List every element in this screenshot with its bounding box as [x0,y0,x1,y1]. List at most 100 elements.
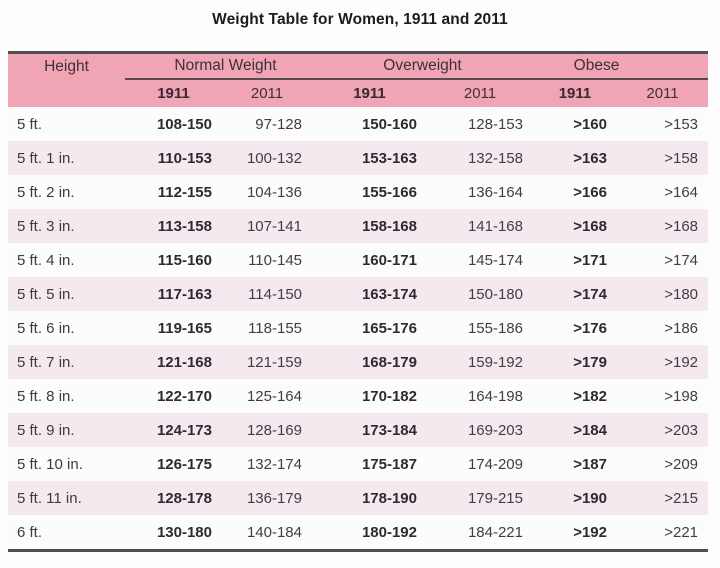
height-cell: 5 ft. 2 in. [17,183,75,201]
value-cell: >187 [573,455,607,473]
value-cell: 107-141 [246,217,302,235]
value-cell: 117-163 [157,285,212,303]
height-cell: 5 ft. 5 in. [17,285,75,303]
table-row: 5 ft. 3 in. 113-158 107-141 158-168 141-168 >… [8,209,709,243]
group-header-overweight: Overweight [312,52,533,80]
year-header-overweight-2011: 2011 [427,79,533,107]
value-cell: >174 [573,285,607,303]
height-cell: 5 ft. 6 in. [17,319,75,337]
value-cell: >179 [573,353,607,371]
value-cell: 115-160 [157,251,212,269]
page: Weight Table for Women, 1911 and 2011 He… [8,11,709,552]
table-row: 5 ft. 11 in. 128-178 136-179 178-190 179-215… [8,481,709,515]
value-cell: >166 [573,183,607,201]
height-cell: 5 ft. [17,115,43,133]
table-body: 5 ft. 108-150 97-128 150-160 128-153 >160 >153… [8,107,709,551]
year-header-normal-2011: 2011 [222,79,312,107]
table-row: 5 ft. 108-150 97-128 150-160 128-153 >160 >153 [8,107,709,141]
table-row: 5 ft. 4 in. 115-160 110-145 160-171 145-174 >… [8,243,709,277]
value-cell: >174 [664,251,699,269]
year-header-obese-1911: 1911 [533,79,617,107]
weight-table: Height Normal Weight Overweight Obese 19… [8,51,709,552]
value-cell: 130-180 [156,523,212,541]
value-cell: 159-192 [467,353,523,371]
value-cell: 169-203 [467,421,523,439]
value-cell: 128-178 [156,489,212,507]
year-header-obese-2011: 2011 [617,79,709,107]
value-cell: 164-198 [467,387,523,405]
height-cell: 5 ft. 7 in. [17,353,75,371]
height-cell: 5 ft. 10 in. [17,455,83,473]
value-cell: >186 [664,319,699,337]
value-cell: 153-163 [361,149,417,167]
value-cell: 145-174 [467,251,523,269]
value-cell: >171 [573,251,607,269]
value-cell: 170-182 [361,387,417,405]
value-cell: 136-179 [246,489,302,507]
value-cell: 126-175 [156,455,212,473]
value-cell: 158-168 [361,217,417,235]
value-cell: 163-174 [361,285,417,303]
year-header-row: 1911 2011 1911 2011 1911 2011 [8,79,709,107]
table-row: 5 ft. 1 in. 110-153 100-132 153-163 132-158 >… [8,141,709,175]
height-cell: 5 ft. 8 in. [17,387,75,405]
value-cell: 104-136 [246,183,302,201]
value-cell: >160 [573,115,607,133]
value-cell: 113-158 [157,217,212,235]
value-cell: >184 [573,421,607,439]
value-cell: >163 [573,149,607,167]
value-cell: 112-155 [157,183,212,201]
value-cell: 178-190 [361,489,417,507]
height-cell: 5 ft. 4 in. [17,251,75,269]
value-cell: 97-128 [255,115,302,133]
value-cell: >168 [573,217,607,235]
value-cell: 140-184 [246,523,302,541]
value-cell: 124-173 [156,421,212,439]
value-cell: >158 [664,149,699,167]
group-header-normal-weight: Normal Weight [125,52,312,80]
value-cell: >153 [664,115,699,133]
value-cell: >192 [664,353,699,371]
value-cell: 114-150 [248,285,302,303]
table-row: 5 ft. 2 in. 112-155 104-136 155-166 136-164 >… [8,175,709,209]
value-cell: 132-158 [467,149,523,167]
value-cell: >198 [664,387,699,405]
value-cell: 121-159 [246,353,302,371]
value-cell: 108-150 [156,115,212,133]
page-title: Weight Table for Women, 1911 and 2011 [212,11,508,28]
value-cell: 175-187 [361,455,417,473]
table-header: Height Normal Weight Overweight Obese 19… [8,52,709,107]
value-cell: 125-164 [246,387,302,405]
table-row: 5 ft. 7 in. 121-168 121-159 168-179 159-192 >… [8,345,709,379]
height-cell: 6 ft. [17,523,43,541]
table-row: 6 ft. 130-180 140-184 180-192 184-221 >192 >22… [8,515,709,551]
table-row: 5 ft. 9 in. 124-173 128-169 173-184 169-203 >… [8,413,709,447]
height-cell: 5 ft. 1 in. [17,149,75,167]
value-cell: 173-184 [361,421,417,439]
value-cell: 160-171 [361,251,417,269]
value-cell: >209 [664,455,699,473]
value-cell: 110-153 [157,149,212,167]
value-cell: 128-153 [467,115,523,133]
height-column-header: Height [8,52,125,107]
value-cell: 155-186 [467,319,523,337]
value-cell: >182 [573,387,607,405]
value-cell: 132-174 [246,455,302,473]
height-cell: 5 ft. 9 in. [17,421,75,439]
value-cell: >168 [664,217,699,235]
value-cell: >221 [664,523,699,541]
value-cell: 165-176 [361,319,417,337]
value-cell: >180 [664,285,699,303]
value-cell: 136-164 [467,183,523,201]
value-cell: 150-180 [467,285,523,303]
value-cell: 179-215 [467,489,523,507]
value-cell: 118-155 [248,319,302,337]
value-cell: 180-192 [361,523,417,541]
table-row: 5 ft. 5 in. 117-163 114-150 163-174 150-180 >… [8,277,709,311]
value-cell: 174-209 [467,455,523,473]
value-cell: 141-168 [467,217,523,235]
group-header-obese: Obese [533,52,709,80]
height-cell: 5 ft. 11 in. [17,489,82,507]
value-cell: 110-145 [248,251,302,269]
table-row: 5 ft. 10 in. 126-175 132-174 175-187 174-209… [8,447,709,481]
